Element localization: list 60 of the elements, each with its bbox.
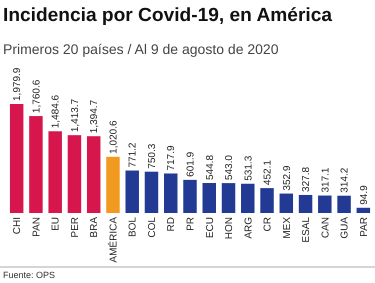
data-label: 1,394.7: [89, 99, 100, 134]
data-label: 314.2: [340, 167, 351, 193]
bar: [164, 173, 178, 213]
data-label: 750.3: [146, 143, 158, 169]
x-tick-label: ECU: [204, 217, 216, 238]
x-tick-label: ESAL: [301, 216, 312, 243]
chart-title: Incidencia por Covid-19, en América: [3, 5, 332, 26]
data-label: 1,413.7: [70, 98, 81, 132]
data-label: 352.9: [282, 165, 293, 191]
x-tick-label: EU: [50, 217, 62, 231]
x-tick-label: PAR: [358, 217, 370, 237]
x-tick-label: BRA: [89, 216, 100, 238]
x-tick-label: PAN: [31, 217, 42, 237]
x-tick-label: COL: [146, 216, 158, 238]
bar: [280, 194, 294, 213]
data-label: 1,484.6: [50, 94, 62, 128]
x-tick-label: PR: [186, 217, 196, 231]
bar: [202, 183, 216, 213]
x-tick-label: BOL: [128, 216, 139, 238]
bar: [241, 184, 255, 213]
data-label: 1,979.9: [12, 67, 24, 101]
x-tick-label: HON: [224, 217, 236, 240]
bar: [106, 156, 120, 213]
bar: [125, 170, 139, 213]
x-tick-label: MEX: [282, 216, 293, 239]
bar: [337, 196, 351, 213]
x-tick-label: GUA: [340, 216, 351, 239]
data-label: 452.1: [262, 160, 274, 186]
bar: [10, 104, 24, 213]
bar: [222, 183, 236, 213]
bar: [318, 196, 332, 213]
x-tick-label: CR: [262, 217, 274, 232]
data-label: 327.8: [301, 166, 312, 192]
x-tick-label: CHI: [12, 217, 24, 234]
x-tick-label: AMÉRICA: [107, 216, 120, 263]
source-note: Fuente: OPS: [3, 270, 56, 280]
x-tick-label: PER: [70, 217, 81, 238]
bar: [29, 116, 43, 213]
data-label: 1,760.6: [31, 79, 42, 114]
data-label: 544.8: [204, 154, 216, 180]
data-label: 531.3: [243, 155, 254, 181]
data-label: 771.2: [128, 142, 139, 168]
bar: [183, 180, 197, 213]
x-tick-label: CAN: [320, 217, 332, 238]
data-label: 601.9: [186, 151, 196, 177]
data-label: 317.1: [320, 167, 332, 193]
bar: [68, 135, 82, 213]
bar: [86, 136, 100, 213]
chart-subtitle: Primeros 20 países / Al 9 de agosto de 2020: [3, 41, 279, 57]
bar: [48, 131, 62, 213]
bar: [298, 194, 312, 213]
data-label: 1,020.6: [108, 120, 120, 154]
bar: [260, 188, 274, 213]
bar: [144, 172, 158, 213]
data-label: 94.9: [358, 184, 370, 205]
data-label: 543.0: [224, 154, 236, 180]
data-label: 717.9: [166, 145, 178, 170]
bar: [356, 208, 370, 213]
x-tick-label: RD: [166, 217, 178, 232]
x-tick-label: ARG: [243, 216, 254, 239]
